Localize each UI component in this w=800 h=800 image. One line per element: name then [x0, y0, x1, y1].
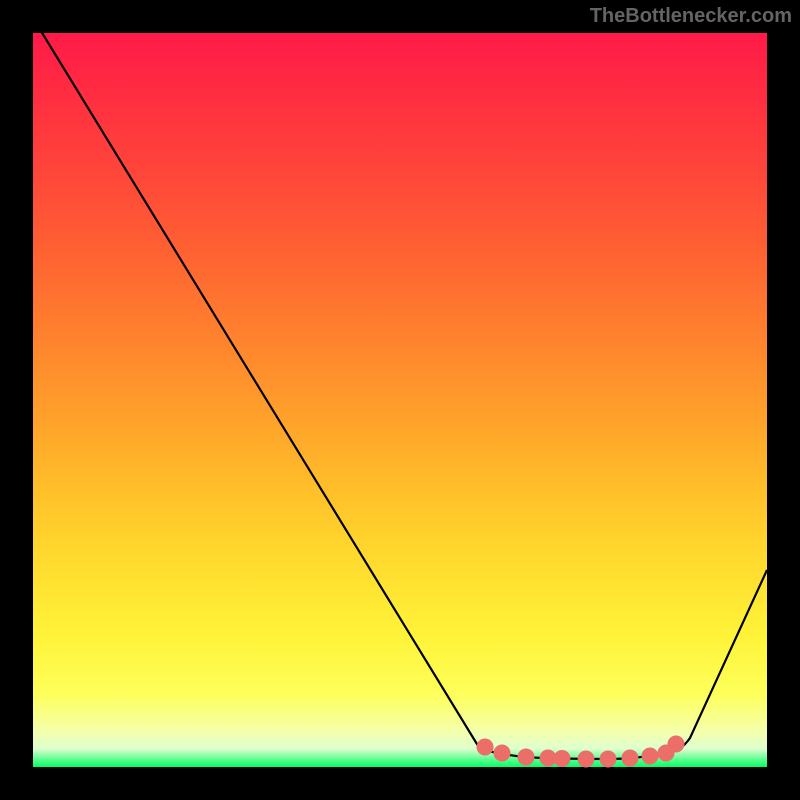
marker-dot: [518, 749, 534, 765]
watermark-label: TheBottlenecker.com: [590, 5, 792, 28]
marker-dot: [578, 751, 594, 767]
marker-dot: [600, 751, 616, 767]
marker-dot: [668, 736, 684, 752]
bottleneck-chart: [0, 0, 800, 800]
marker-dot: [554, 751, 570, 767]
marker-dot: [477, 739, 493, 755]
chart-container: TheBottlenecker.com: [0, 0, 800, 800]
marker-dot: [494, 745, 510, 761]
marker-dot: [622, 750, 638, 766]
marker-dot: [642, 748, 658, 764]
plot-background: [33, 33, 767, 767]
